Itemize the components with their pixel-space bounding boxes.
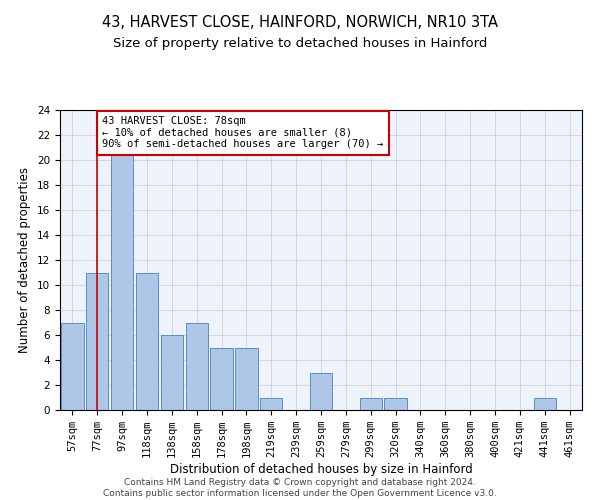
Text: 43 HARVEST CLOSE: 78sqm
← 10% of detached houses are smaller (8)
90% of semi-det: 43 HARVEST CLOSE: 78sqm ← 10% of detache…	[102, 116, 383, 150]
Bar	[385, 398, 407, 410]
Bar	[61, 322, 83, 410]
Bar	[359, 398, 382, 410]
Bar	[211, 348, 233, 410]
X-axis label: Distribution of detached houses by size in Hainford: Distribution of detached houses by size …	[170, 463, 472, 476]
Bar	[235, 348, 257, 410]
Bar	[310, 372, 332, 410]
Text: Size of property relative to detached houses in Hainford: Size of property relative to detached ho…	[113, 38, 487, 51]
Bar	[111, 148, 133, 410]
Bar	[161, 335, 183, 410]
Bar	[136, 272, 158, 410]
Bar	[185, 322, 208, 410]
Bar	[533, 398, 556, 410]
Bar	[86, 272, 109, 410]
Text: Contains HM Land Registry data © Crown copyright and database right 2024.
Contai: Contains HM Land Registry data © Crown c…	[103, 478, 497, 498]
Bar	[260, 398, 283, 410]
Y-axis label: Number of detached properties: Number of detached properties	[19, 167, 31, 353]
Text: 43, HARVEST CLOSE, HAINFORD, NORWICH, NR10 3TA: 43, HARVEST CLOSE, HAINFORD, NORWICH, NR…	[102, 15, 498, 30]
